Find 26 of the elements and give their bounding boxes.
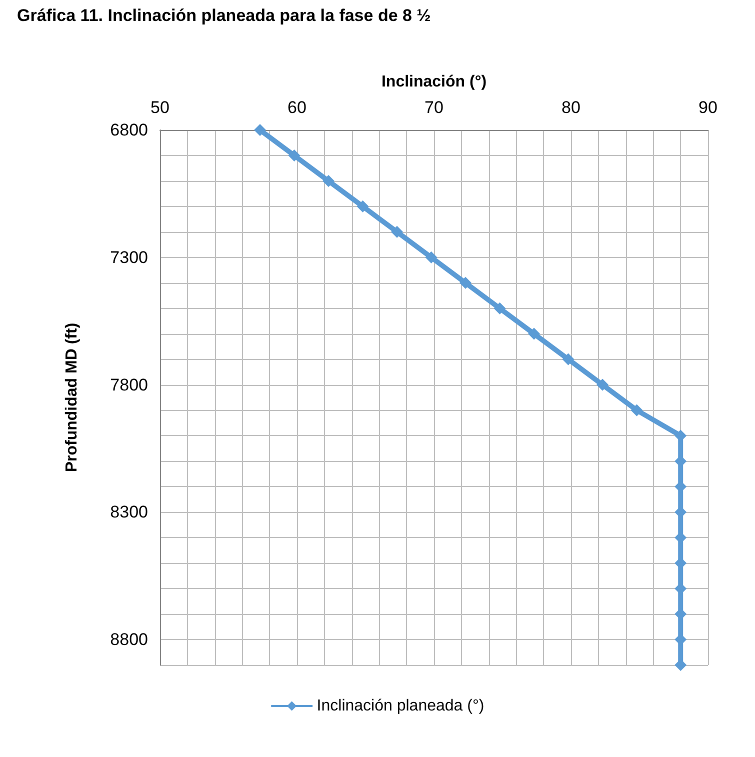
x-tick-label: 80 xyxy=(562,98,580,117)
point xyxy=(254,124,266,136)
point xyxy=(494,302,506,314)
y-tick-label: 8300 xyxy=(110,502,148,522)
y-tick-label: 8800 xyxy=(110,630,148,650)
y-tick-label: 7300 xyxy=(110,248,148,267)
x-tick-label: 60 xyxy=(288,98,306,117)
point xyxy=(391,226,404,238)
y-tick-label: 7800 xyxy=(110,375,148,394)
point xyxy=(596,378,609,391)
x-tick-label: 70 xyxy=(424,98,444,117)
point xyxy=(288,149,300,162)
x-tick-label: 50 xyxy=(150,98,170,117)
legend-label: Inclinación planeada (°) xyxy=(316,698,484,714)
point xyxy=(562,353,574,366)
point xyxy=(356,200,369,212)
point xyxy=(528,328,540,340)
x-axis-title: Inclinación (°) xyxy=(381,74,487,90)
y-axis-title: Profundidad MD (ft) xyxy=(64,322,80,472)
y-tick-label: 6800 xyxy=(110,120,148,140)
point xyxy=(425,251,438,264)
point xyxy=(630,404,643,416)
point xyxy=(322,174,335,187)
chart-title: Gráfica 11. Inclinación planeada para la fase de 8 ½ xyxy=(17,6,431,25)
x-tick-label: 90 xyxy=(698,98,718,117)
point xyxy=(460,276,472,289)
